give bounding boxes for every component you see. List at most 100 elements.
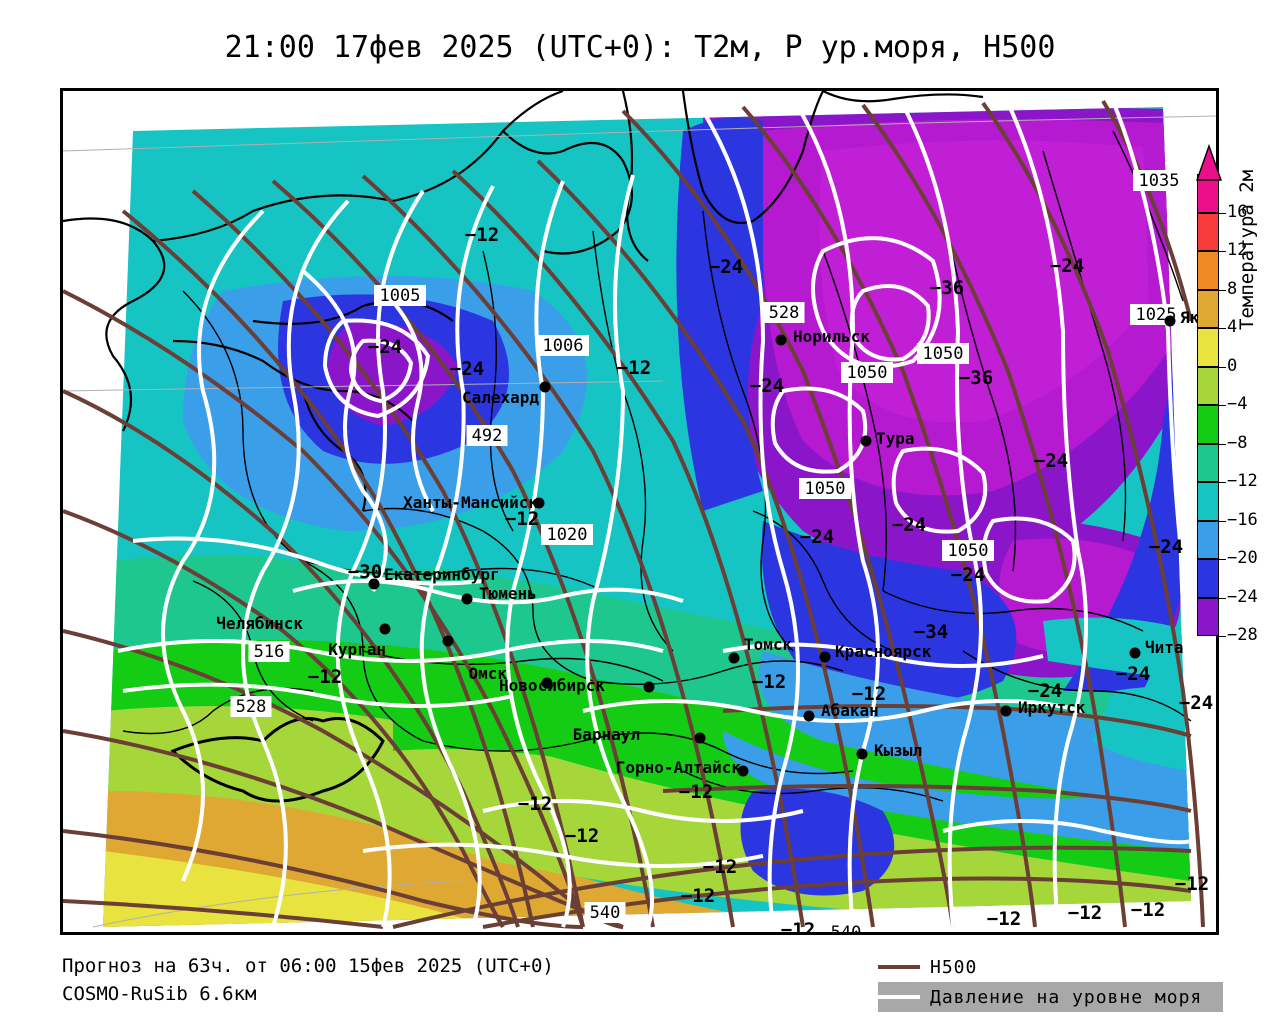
city-marker[interactable]: Курган: [328, 635, 454, 660]
colorbar-tick-mark: [1219, 366, 1226, 368]
weather-map-canvas[interactable]: −12−24−36−24−24−24−24−12−24−36−24−24−12−…: [63, 91, 1216, 932]
colorbar-band: [1197, 559, 1219, 598]
legend-row: Давление на уровне моря: [878, 982, 1223, 1012]
colorbar-tick-label: −8: [1227, 432, 1248, 453]
page-title: 21:00 17фев 2025 (UTC+0): T2м, P ур.моря…: [0, 30, 1280, 65]
h500-contour-layer: [63, 99, 1205, 929]
temperature-value-label: −24: [1149, 536, 1183, 558]
pressure-contour-label: 1006: [537, 335, 589, 356]
weather-map-frame[interactable]: −12−24−36−24−24−24−24−12−24−36−24−24−12−…: [60, 88, 1219, 935]
city-marker[interactable]: Абакан: [803, 701, 879, 722]
model-line: COSMO-RuSib 6.6км: [62, 983, 257, 1005]
svg-text:1050: 1050: [923, 344, 964, 364]
temperature-value-label: −24: [709, 256, 743, 278]
colorbar-tick-mark: [1219, 559, 1226, 560]
city-dot: [541, 677, 553, 689]
temperature-value-label: −12: [505, 508, 539, 530]
legend-row: H500: [878, 952, 1223, 982]
city-marker[interactable]: Омск: [468, 664, 553, 689]
temperature-value-label: −12: [781, 919, 815, 932]
h500-contour-label: 492: [466, 425, 508, 446]
pressure-contour-label: 1050: [942, 540, 994, 561]
svg-text:516: 516: [254, 642, 285, 662]
temperature-value-label: −34: [914, 621, 948, 643]
colorbar-tick-mark: [1219, 636, 1226, 637]
city-marker[interactable]: Иркутск: [1000, 698, 1086, 717]
forecast-line: Прогноз на 63ч. от 06:00 15фев 2025 (UTC…: [62, 955, 554, 977]
city-label: Абакан: [821, 701, 879, 720]
h500-contour-label: 540: [825, 922, 867, 932]
svg-text:1006: 1006: [543, 336, 584, 356]
legend-label: H500: [930, 956, 978, 978]
city-marker[interactable]: Екатеринбург: [368, 565, 500, 590]
city-label: Барнаул: [573, 725, 640, 744]
city-marker[interactable]: Челябинск: [216, 614, 391, 635]
city-label: Курган: [328, 640, 386, 659]
svg-text:540: 540: [831, 923, 862, 932]
temperature-value-label: −24: [1050, 255, 1084, 277]
city-dot: [1129, 647, 1141, 659]
city-label: Салехард: [462, 388, 539, 407]
city-marker[interactable]: Салехард: [462, 381, 551, 408]
temperature-value-label: −24: [800, 526, 834, 548]
city-dot: [368, 578, 380, 590]
city-marker[interactable]: Тюмень: [461, 584, 537, 605]
svg-text:540: 540: [590, 903, 621, 923]
colorbar-tick-mark: [1219, 289, 1226, 291]
city-dot: [803, 710, 815, 722]
city-marker[interactable]: Томск: [728, 635, 793, 664]
colorbar-tick-label: −20: [1227, 548, 1258, 568]
svg-text:528: 528: [769, 303, 800, 323]
svg-text:1050: 1050: [948, 541, 989, 561]
colorbar-band: [1197, 328, 1219, 367]
temperature-value-label: −12: [681, 885, 715, 907]
colorbar-tick-mark: [1219, 443, 1226, 445]
city-marker[interactable]: Барнаул: [573, 725, 706, 744]
city-dot: [728, 652, 740, 664]
city-dot: [694, 732, 706, 744]
colorbar-title: Температура 2м: [1236, 169, 1258, 330]
legend-label: Давление на уровне моря: [930, 986, 1203, 1008]
colorbar-tick-label: 4: [1227, 317, 1238, 337]
h500-contour-label: 528: [230, 696, 272, 717]
colorbar-band: [1197, 289, 1219, 328]
colorbar-band: [1197, 212, 1219, 251]
legend-line-swatch: [878, 965, 920, 969]
colorbar-ticks: 16 12 8 4 0 −4 −8 −12 −16 −20 −24 −28: [1219, 150, 1279, 670]
colorbar-tick-mark: [1219, 597, 1226, 599]
h500-contour-label: 540: [584, 902, 626, 923]
temperature-value-label: −12: [703, 856, 737, 878]
colorbar-tick-mark: [1219, 482, 1226, 483]
temperature-value-label: −30: [348, 561, 382, 583]
city-marker[interactable]: Тура: [860, 429, 915, 448]
city-marker[interactable]: Новосибирск: [499, 676, 655, 695]
colorbar-tick-label: −24: [1227, 586, 1258, 607]
temperature-colorbar[interactable]: [1197, 174, 1219, 636]
city-marker[interactable]: Горно-Алтайск: [616, 758, 749, 777]
svg-text:1050: 1050: [805, 479, 846, 499]
colorbar-band: [1197, 366, 1219, 405]
city-label: Ханты-Мансийск: [403, 493, 538, 512]
city-marker[interactable]: Чита: [1129, 638, 1184, 659]
colorbar-band: [1197, 251, 1219, 290]
temperature-value-label: −24: [450, 358, 484, 380]
city-dot: [819, 651, 831, 663]
h500-contour-label: 516: [248, 641, 290, 662]
city-label: Горно-Алтайск: [616, 758, 742, 777]
city-marker[interactable]: Ханты-Мансийск: [403, 493, 545, 512]
temperature-value-label: −12: [679, 781, 713, 803]
city-dot: [737, 765, 749, 777]
temperature-value-label: −24: [892, 514, 926, 536]
city-label: Омск: [468, 664, 507, 683]
temperature-value-label: −12: [1068, 902, 1102, 924]
colorbar-tick-mark: [1219, 251, 1226, 252]
map-labels-layer: −12−24−36−24−24−24−24−12−24−36−24−24−12−…: [216, 170, 1216, 932]
city-dot: [533, 497, 545, 509]
city-marker[interactable]: Норильск: [775, 327, 871, 346]
city-marker[interactable]: Красноярск: [819, 642, 932, 663]
city-label: Новосибирск: [499, 676, 605, 695]
city-dot: [539, 381, 551, 393]
city-dot: [379, 623, 391, 635]
pressure-contour-label: 1035: [1133, 170, 1185, 191]
city-marker[interactable]: Кызыл: [856, 741, 923, 760]
